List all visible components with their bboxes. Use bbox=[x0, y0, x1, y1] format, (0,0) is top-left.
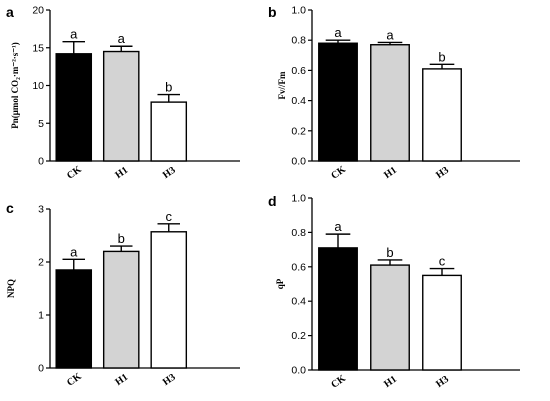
x-tick-label: H3 bbox=[434, 374, 451, 390]
y-tick-label: 1.0 bbox=[291, 193, 306, 205]
bar-H1 bbox=[102, 250, 140, 369]
y-axis-label: Fv//Fm bbox=[277, 71, 287, 99]
x-tick-label: H1 bbox=[113, 372, 130, 388]
significance-label: a bbox=[70, 27, 78, 42]
x-tick-label: H3 bbox=[161, 165, 178, 181]
significance-label: c bbox=[166, 209, 173, 224]
panel-letter: b bbox=[268, 4, 277, 20]
bar-H3 bbox=[422, 68, 462, 162]
y-tick-label: 0 bbox=[38, 363, 44, 375]
y-tick-label: 15 bbox=[32, 42, 44, 54]
y-axis-label: qP bbox=[275, 278, 285, 289]
x-tick-label: CK bbox=[65, 371, 84, 389]
bar-CK bbox=[55, 53, 93, 162]
x-tick-label: H1 bbox=[382, 165, 399, 181]
y-tick-label: 0.8 bbox=[291, 35, 306, 47]
bar-H1 bbox=[370, 44, 410, 162]
panel-letter: c bbox=[6, 200, 14, 216]
significance-label: a bbox=[70, 244, 78, 259]
bar-H3 bbox=[150, 231, 188, 369]
significance-label: b bbox=[438, 49, 445, 64]
y-tick-label: 0.6 bbox=[291, 261, 306, 273]
significance-label: b bbox=[165, 80, 172, 95]
y-tick-label: 0.6 bbox=[291, 65, 306, 77]
x-tick-label: CK bbox=[329, 373, 348, 391]
panel-letter: a bbox=[6, 4, 14, 20]
bar-CK bbox=[55, 269, 93, 369]
x-tick-label: H3 bbox=[434, 165, 451, 181]
x-tick-label: H1 bbox=[382, 374, 399, 390]
significance-label: a bbox=[334, 219, 342, 234]
bar-CK bbox=[318, 42, 358, 162]
y-tick-label: 2 bbox=[38, 257, 44, 269]
significance-label: b bbox=[118, 231, 125, 246]
panel-letter: d bbox=[268, 193, 277, 209]
y-tick-label: 5 bbox=[38, 118, 44, 130]
significance-label: a bbox=[118, 31, 126, 46]
y-tick-label: 1 bbox=[38, 310, 44, 322]
y-tick-label: 0.4 bbox=[291, 95, 306, 107]
y-tick-label: 0.2 bbox=[291, 330, 306, 342]
y-tick-label: 3 bbox=[38, 204, 44, 216]
significance-label: a bbox=[386, 27, 394, 42]
bar-H3 bbox=[150, 101, 188, 162]
significance-label: b bbox=[386, 245, 393, 260]
y-axis-label: NPQ bbox=[6, 279, 16, 298]
y-tick-label: 20 bbox=[32, 5, 44, 17]
y-tick-label: 10 bbox=[32, 80, 44, 92]
y-axis-label: Pn(μmol CO₂·m⁻²·s⁻¹) bbox=[10, 42, 20, 128]
chart-panel-a: a 0 5 10 15 20 Pn(μmol CO₂·m⁻²·s⁻¹) a CK a H1 b H3 bbox=[6, 4, 240, 182]
y-tick-label: 0.8 bbox=[291, 227, 306, 239]
significance-label: a bbox=[334, 25, 342, 40]
x-tick-label: H1 bbox=[113, 165, 130, 181]
bar-H1 bbox=[370, 264, 410, 371]
chart-panel-d: d 0.0 0.2 0.4 0.6 0.8 1.0 qP a CK b H1 c H3 bbox=[268, 193, 520, 391]
bar-CK bbox=[318, 247, 358, 371]
x-tick-label: CK bbox=[65, 164, 84, 182]
y-tick-label: 0.2 bbox=[291, 125, 306, 137]
y-tick-label: 0.0 bbox=[291, 156, 306, 168]
bar-H1 bbox=[102, 50, 140, 162]
chart-panel-c: c 0 1 2 3 NPQ a CK b H1 c H3 bbox=[6, 200, 240, 389]
y-tick-label: 1.0 bbox=[291, 5, 306, 17]
x-tick-label: CK bbox=[329, 164, 348, 182]
chart-panel-b: b 0.0 0.2 0.4 0.6 0.8 1.0 Fv//Fm a CK a H1 b H3 bbox=[268, 4, 520, 182]
y-tick-label: 0.4 bbox=[291, 296, 306, 308]
x-tick-label: H3 bbox=[161, 372, 178, 388]
significance-label: c bbox=[439, 254, 446, 269]
y-tick-label: 0.0 bbox=[291, 365, 306, 377]
y-tick-label: 0 bbox=[38, 156, 44, 168]
bar-H3 bbox=[422, 274, 462, 371]
